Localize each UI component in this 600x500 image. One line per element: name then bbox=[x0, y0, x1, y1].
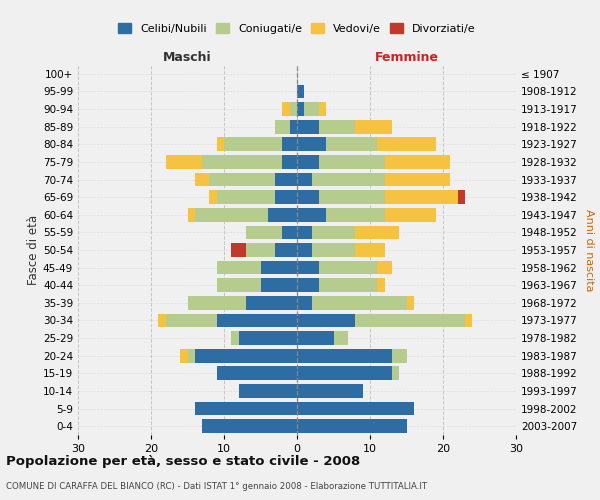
Text: Femmine: Femmine bbox=[374, 51, 439, 64]
Bar bbox=[246, 226, 283, 239]
Bar bbox=[311, 296, 407, 310]
Bar bbox=[319, 120, 355, 134]
Bar bbox=[297, 402, 414, 415]
Bar bbox=[392, 349, 407, 362]
Bar bbox=[377, 278, 385, 292]
Bar bbox=[319, 278, 377, 292]
Bar bbox=[187, 349, 195, 362]
Bar bbox=[297, 120, 319, 134]
Bar bbox=[217, 278, 260, 292]
Bar bbox=[283, 138, 297, 151]
Bar bbox=[326, 208, 385, 222]
Bar bbox=[217, 138, 224, 151]
Bar bbox=[311, 172, 385, 186]
Bar bbox=[209, 172, 275, 186]
Bar bbox=[195, 172, 209, 186]
Bar bbox=[465, 314, 472, 328]
Bar bbox=[297, 366, 392, 380]
Bar bbox=[195, 402, 297, 415]
Bar bbox=[283, 226, 297, 239]
Bar bbox=[290, 120, 297, 134]
Bar bbox=[166, 155, 202, 169]
Bar bbox=[260, 278, 297, 292]
Bar bbox=[275, 190, 297, 204]
Bar bbox=[304, 102, 319, 116]
Bar bbox=[297, 84, 304, 98]
Bar bbox=[297, 260, 319, 274]
Bar bbox=[297, 314, 355, 328]
Bar bbox=[187, 208, 195, 222]
Bar bbox=[239, 384, 297, 398]
Bar bbox=[260, 260, 297, 274]
Bar bbox=[297, 420, 407, 433]
Legend: Celibi/Nubili, Coniugati/e, Vedovi/e, Divorziati/e: Celibi/Nubili, Coniugati/e, Vedovi/e, Di… bbox=[114, 19, 480, 38]
Bar bbox=[224, 138, 283, 151]
Bar bbox=[385, 172, 450, 186]
Text: Maschi: Maschi bbox=[163, 51, 212, 64]
Bar bbox=[209, 190, 217, 204]
Bar bbox=[297, 296, 311, 310]
Bar bbox=[232, 243, 246, 257]
Bar bbox=[297, 349, 392, 362]
Bar bbox=[158, 314, 166, 328]
Bar bbox=[355, 120, 392, 134]
Bar bbox=[275, 172, 297, 186]
Bar bbox=[268, 208, 297, 222]
Bar bbox=[355, 226, 399, 239]
Bar bbox=[385, 155, 450, 169]
Bar bbox=[297, 155, 319, 169]
Bar bbox=[377, 260, 392, 274]
Bar bbox=[290, 102, 297, 116]
Bar bbox=[275, 120, 290, 134]
Bar bbox=[283, 102, 290, 116]
Bar bbox=[319, 190, 385, 204]
Bar bbox=[355, 314, 465, 328]
Bar bbox=[195, 208, 268, 222]
Bar bbox=[297, 102, 304, 116]
Bar bbox=[297, 190, 319, 204]
Bar bbox=[311, 226, 355, 239]
Bar bbox=[297, 172, 311, 186]
Bar bbox=[180, 349, 187, 362]
Bar bbox=[187, 296, 246, 310]
Bar bbox=[385, 190, 458, 204]
Bar bbox=[311, 243, 355, 257]
Bar bbox=[334, 331, 348, 345]
Bar bbox=[319, 260, 377, 274]
Bar bbox=[217, 190, 275, 204]
Bar bbox=[377, 138, 436, 151]
Bar bbox=[319, 102, 326, 116]
Bar bbox=[392, 366, 399, 380]
Bar bbox=[319, 155, 385, 169]
Text: COMUNE DI CARAFFA DEL BIANCO (RC) - Dati ISTAT 1° gennaio 2008 - Elaborazione TU: COMUNE DI CARAFFA DEL BIANCO (RC) - Dati… bbox=[6, 482, 427, 491]
Y-axis label: Fasce di età: Fasce di età bbox=[27, 215, 40, 285]
Bar bbox=[297, 138, 326, 151]
Bar bbox=[275, 243, 297, 257]
Bar bbox=[246, 243, 275, 257]
Bar bbox=[246, 296, 297, 310]
Bar bbox=[217, 260, 260, 274]
Bar bbox=[166, 314, 217, 328]
Bar bbox=[232, 331, 239, 345]
Bar bbox=[297, 384, 362, 398]
Bar bbox=[326, 138, 377, 151]
Bar bbox=[202, 420, 297, 433]
Bar bbox=[297, 226, 311, 239]
Bar bbox=[195, 349, 297, 362]
Y-axis label: Anni di nascita: Anni di nascita bbox=[584, 209, 594, 291]
Bar bbox=[297, 278, 319, 292]
Bar bbox=[355, 243, 385, 257]
Bar bbox=[217, 366, 297, 380]
Bar bbox=[202, 155, 283, 169]
Text: Popolazione per età, sesso e stato civile - 2008: Popolazione per età, sesso e stato civil… bbox=[6, 454, 360, 468]
Bar bbox=[217, 314, 297, 328]
Bar bbox=[385, 208, 436, 222]
Bar bbox=[297, 208, 326, 222]
Bar bbox=[297, 243, 311, 257]
Bar bbox=[458, 190, 465, 204]
Bar bbox=[297, 331, 334, 345]
Bar bbox=[407, 296, 414, 310]
Bar bbox=[239, 331, 297, 345]
Bar bbox=[283, 155, 297, 169]
